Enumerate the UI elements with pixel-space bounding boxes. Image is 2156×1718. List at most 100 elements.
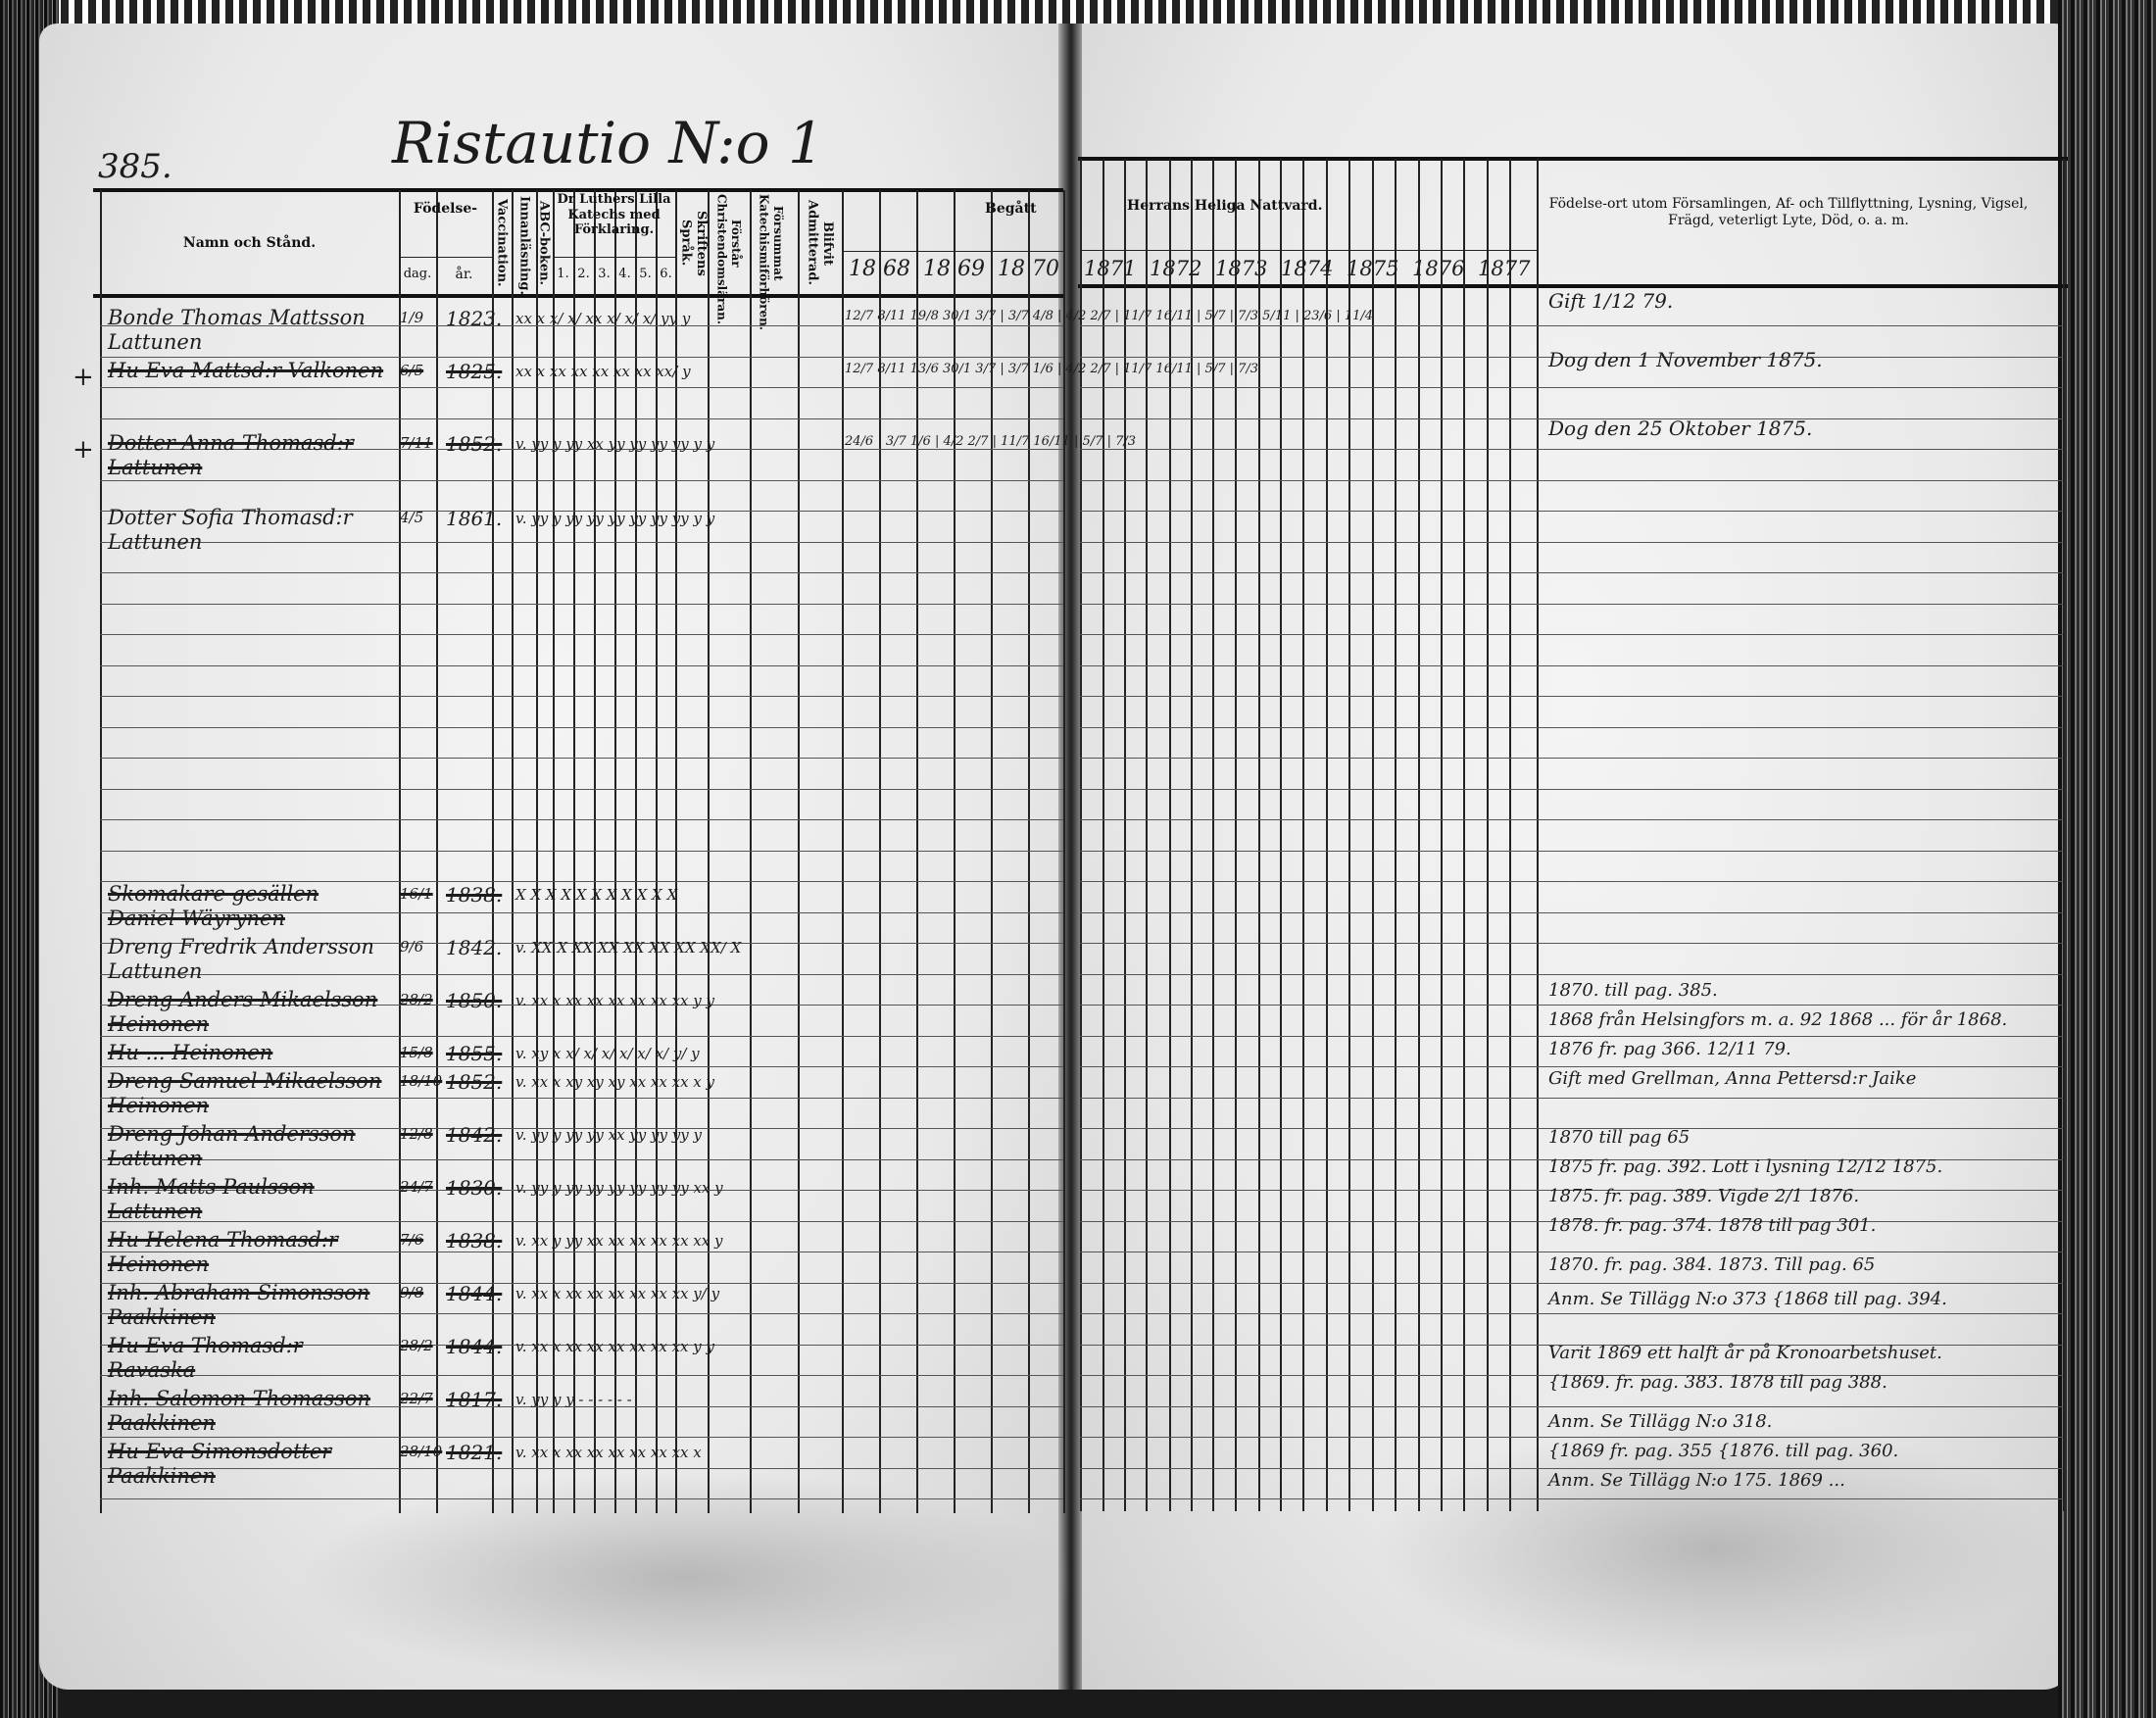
table-row: Hu ... Heinonen 15/8 1855. v. xy x x/ x/ x/… [0, 1041, 700, 1065]
row-rule [100, 1005, 1063, 1006]
entry-catechism-marks: v. XX X XX XX XX XX XX XX/ X [515, 939, 742, 957]
entry-name: Hu Eva Thomasd:r Ravaska [108, 1334, 303, 1383]
row-rule [1080, 788, 2063, 790]
page-number: 385. [98, 147, 172, 186]
column-rule [656, 190, 658, 1513]
row-rule [100, 1220, 1063, 1222]
entry-catechism-marks: v. xx x xy xy xy xx xx xx x y [515, 1073, 715, 1091]
entry-name: Dotter Sofia Thomasd:r Lattunen [108, 506, 353, 555]
header-name: Namn och Stånd. [182, 235, 317, 251]
table-row: Dreng Johan Andersson Lattunen 12/8 1842. v… [0, 1122, 702, 1170]
remark-note: Varit 1869 ett halft år på Kronoarbetshu… [1548, 1343, 1942, 1363]
row-rule [1080, 511, 2063, 512]
column-rule [1537, 159, 1539, 1511]
header-scripture: Skriftens Språk. [678, 210, 710, 276]
row-rule [100, 603, 1063, 605]
column-rule [553, 190, 555, 1513]
row-rule [100, 572, 1063, 573]
entry-catechism-marks: v. xx x xx xx xx xx xx xx y y [515, 1338, 714, 1355]
remark-note: 1875 fr. pag. 392. Lott i lysning 12/12 … [1548, 1156, 1943, 1177]
entry-birth-day: 1/9 [400, 309, 424, 326]
column-rule [492, 190, 494, 1513]
header-catechism-part: 4. [618, 267, 631, 281]
row-rule [1080, 664, 2063, 666]
header-catechism-part: 6. [660, 267, 672, 281]
column-rule [842, 190, 844, 1513]
column-rule [2063, 159, 2065, 1511]
row-rule [1080, 572, 2063, 573]
header-admitted: Blifvit Admitterad. [805, 200, 836, 286]
left-page [39, 24, 1073, 1690]
row-rule [100, 726, 1063, 728]
table-row: + Dotter Anna Thomasd:r Lattunen 7/11 1852.… [0, 431, 1136, 479]
column-rule [750, 190, 752, 1513]
remark-note: Anm. Se Tillägg N:o 175. 1869 ... [1548, 1470, 1845, 1491]
entry-birth-day: 28/2 [400, 1337, 433, 1354]
header-understands: Förstår Christendomsläran. [714, 194, 743, 324]
death-cross-mark: + [73, 435, 94, 465]
header-year: 18 70 [998, 257, 1059, 281]
table-row: Inh. Matts Paulsson Lattunen 24/7 1830. v. … [0, 1175, 723, 1223]
row-rule [1080, 973, 2063, 975]
subheader-rule [553, 257, 675, 258]
communion-dates: 12/7 8/11 13/6 30/1 3/7 | 3/7 1/6 | 4/2 … [845, 362, 1259, 376]
table-row: Bonde Thomas Mattsson Lattunen 1/9 1823. xx… [0, 306, 1373, 354]
column-rule [1302, 159, 1304, 1511]
table-row: Hu Eva Simonsdotter Paakkinen 28/10 1821. v… [0, 1440, 702, 1488]
entry-name: Dreng Anders Mikaelsson Heinonen [108, 988, 378, 1037]
entry-catechism-marks: xx x xx xx xx xx xx xx/ y [515, 363, 691, 380]
row-rule [100, 1467, 1063, 1469]
header-reading: Innanläsning. [516, 196, 532, 295]
table-row: Hu Helena Thomasd:r Heinonen 7/6 1838. v. x… [0, 1228, 722, 1276]
row-rule [1080, 356, 2063, 358]
column-rule [1441, 159, 1443, 1511]
row-rule [100, 479, 1063, 481]
header-remarks: Födelse-ort utom Församlingen, Af- och T… [1548, 196, 2029, 228]
remark-note: 1876 fr. pag 366. 12/11 79. [1548, 1039, 1791, 1059]
header-catechism-part: 5. [639, 267, 652, 281]
row-rule [1080, 449, 2063, 450]
entry-birth-day: 22/7 [400, 1390, 433, 1407]
column-rule [512, 190, 514, 1513]
row-rule [100, 850, 1063, 852]
header-top-rule [93, 188, 1063, 192]
entry-birth-day: 28/2 [400, 991, 433, 1008]
row-rule [1080, 1066, 2063, 1067]
subheader-rule [399, 257, 492, 258]
row-rule [100, 634, 1063, 635]
row-rule [1080, 1005, 2063, 1006]
entry-name: Bonde Thomas Mattsson Lattunen [108, 306, 366, 355]
row-rule [1080, 881, 2063, 882]
row-rule [100, 449, 1063, 450]
column-rule [1063, 190, 1065, 1513]
entry-birth-day: 6/5 [400, 362, 424, 379]
entry-name: Dreng Fredrik Andersson Lattunen [108, 935, 374, 984]
row-rule [100, 511, 1063, 512]
header-abc: ABC-boken. [536, 200, 552, 286]
column-rule [1280, 159, 1282, 1511]
remark-note: 1878. fr. pag. 374. 1878 till pag 301. [1548, 1215, 1877, 1236]
row-rule [100, 1313, 1063, 1314]
row-rule [100, 696, 1063, 697]
header-year: 1874 [1281, 257, 1334, 280]
row-rule [100, 1344, 1063, 1346]
row-rule [1080, 1097, 2063, 1099]
entry-birth-year: 1817. [446, 1388, 503, 1411]
entry-birth-day: 9/8 [400, 1284, 424, 1301]
column-rule [635, 190, 637, 1513]
header-year: 18 69 [923, 257, 985, 281]
remark-note: Anm. Se Tillägg N:o 318. [1548, 1411, 1773, 1432]
entry-name: Hu Helena Thomasd:r Heinonen [108, 1228, 339, 1277]
entry-catechism-marks: v. xx x xx xx xx xx xx xx y/ y [515, 1285, 720, 1302]
column-rule [798, 190, 800, 1513]
column-rule [954, 190, 956, 1513]
row-rule [1080, 603, 2063, 605]
row-rule [100, 1282, 1063, 1284]
entry-catechism-marks: X X X X X X X X X X X [515, 886, 678, 904]
entry-birth-year: 1830. [446, 1176, 503, 1200]
right-page [1073, 24, 2073, 1690]
column-rule [1124, 159, 1126, 1511]
entry-birth-year: 1852. [446, 1070, 503, 1094]
entry-birth-day: 15/8 [400, 1044, 433, 1061]
entry-birth-day: 4/5 [400, 509, 424, 526]
